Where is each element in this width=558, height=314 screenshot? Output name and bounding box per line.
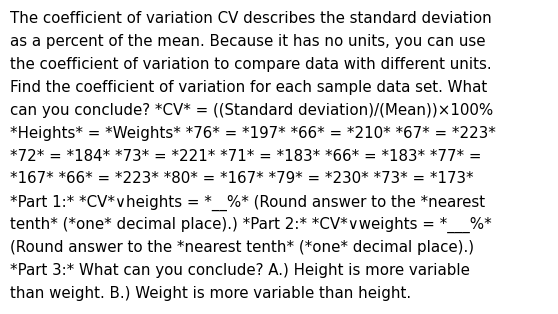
Text: than weight. B.) Weight is more variable than height.: than weight. B.) Weight is more variable…: [10, 286, 411, 301]
Text: *167* *66* = *223* *80* = *167* *79* = *230* *73* = *173*: *167* *66* = *223* *80* = *167* *79* = *…: [10, 171, 474, 187]
Text: can you conclude? *CV* = ((Standard deviation)/(Mean))×100%: can you conclude? *CV* = ((Standard devi…: [10, 103, 493, 118]
Text: (Round answer to the *nearest tenth* (*one* decimal place).): (Round answer to the *nearest tenth* (*o…: [10, 240, 474, 255]
Text: *72* = *184* *73* = *221* *71* = *183* *66* = *183* *77* =: *72* = *184* *73* = *221* *71* = *183* *…: [10, 149, 482, 164]
Text: *Part 3:* What can you conclude? A.) Height is more variable: *Part 3:* What can you conclude? A.) Hei…: [10, 263, 470, 278]
Text: The coefficient of variation CV describes the standard deviation: The coefficient of variation CV describe…: [10, 11, 492, 26]
Text: tenth* (*one* decimal place).) *Part 2:* *CV*∨weights = *___%*: tenth* (*one* decimal place).) *Part 2:*…: [10, 217, 492, 234]
Text: *Part 1:* *CV*∨heights = *__%* (Round answer to the *nearest: *Part 1:* *CV*∨heights = *__%* (Round an…: [10, 194, 485, 211]
Text: Find the coefficient of variation for each sample data set. What: Find the coefficient of variation for ea…: [10, 80, 487, 95]
Text: *Heights* = *Weights* *76* = *197* *66* = *210* *67* = *223*: *Heights* = *Weights* *76* = *197* *66* …: [10, 126, 496, 141]
Text: as a percent of the mean. Because it has no units, you can use: as a percent of the mean. Because it has…: [10, 34, 485, 49]
Text: the coefficient of variation to compare data with different units.: the coefficient of variation to compare …: [10, 57, 492, 72]
